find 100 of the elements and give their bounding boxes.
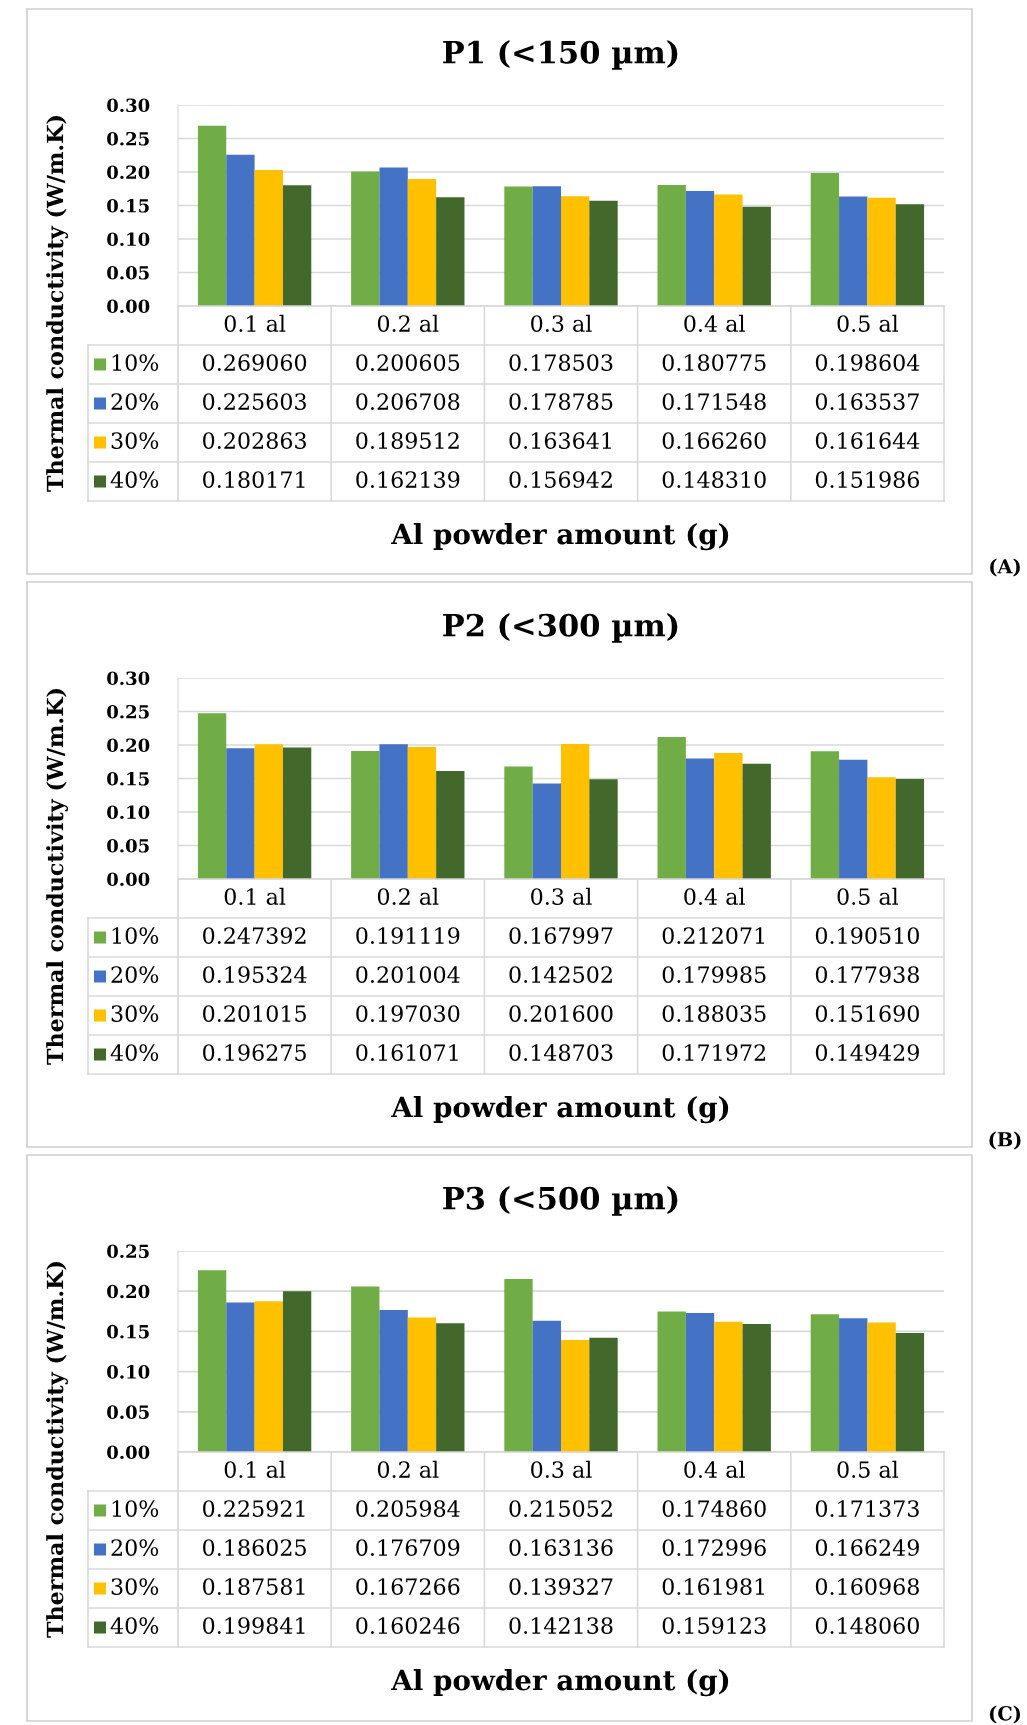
bar — [504, 186, 533, 306]
x-tick-label: 0.2 al — [377, 887, 439, 905]
bar — [867, 777, 896, 879]
bar — [810, 1314, 840, 1452]
y-tick-label: 0.25 — [107, 704, 149, 719]
bar — [351, 750, 380, 879]
bar — [226, 1302, 255, 1452]
data-label: 0.189512 — [356, 432, 459, 449]
y-tick-label: 0.05 — [107, 838, 149, 853]
data-label: 0.156942 — [509, 471, 612, 488]
data-label: 0.151690 — [815, 1005, 919, 1022]
data-label: 0.196275 — [203, 1044, 306, 1061]
data-label: 0.162139 — [356, 471, 460, 488]
data-label: 0.247392 — [203, 927, 306, 944]
y-tick-label: 0.20 — [107, 1284, 150, 1299]
legend-label: 40% — [110, 1617, 159, 1634]
bar — [436, 197, 465, 306]
bar — [254, 170, 283, 306]
bar — [197, 125, 227, 306]
bar — [407, 179, 437, 306]
bar — [407, 1317, 437, 1452]
data-label: 0.167997 — [509, 927, 613, 944]
bar — [589, 1337, 618, 1452]
data-label: 0.178785 — [509, 393, 613, 410]
x-axis-title: Al powder amount (g) — [391, 1096, 729, 1124]
data-label: 0.142502 — [509, 966, 612, 983]
bar — [810, 751, 840, 879]
x-tick-label: 0.1 al — [224, 314, 286, 332]
data-label: 0.201004 — [356, 966, 460, 983]
bar — [685, 758, 715, 879]
data-label: 0.206708 — [356, 393, 460, 410]
y-tick-label: 0.25 — [107, 131, 149, 146]
bar — [714, 194, 743, 306]
data-label: 0.269060 — [203, 354, 307, 371]
y-axis-title: Thermal conductivity (W/m.K) — [46, 689, 68, 1065]
y-tick-label: 0.10 — [107, 232, 150, 247]
data-label: 0.161644 — [815, 432, 920, 449]
legend-label: 40% — [110, 471, 159, 488]
data-label: 0.174860 — [662, 1500, 766, 1517]
legend-label: 10% — [112, 354, 159, 371]
data-label: 0.195324 — [203, 966, 307, 983]
bar — [839, 1318, 868, 1452]
bar — [407, 746, 437, 879]
text: (A) — [990, 558, 1020, 577]
legend-label: 30% — [111, 1578, 159, 1595]
x-tick-label: 0.1 al — [224, 1460, 286, 1478]
x-tick-label: 0.5 al — [837, 314, 899, 332]
data-label: 0.139327 — [509, 1578, 613, 1595]
bar — [351, 171, 380, 306]
bar — [867, 1322, 896, 1452]
data-label: 0.202863 — [203, 432, 306, 449]
x-tick-label: 0.3 al — [531, 1460, 592, 1478]
bar — [504, 1279, 533, 1452]
data-label: 0.199841 — [203, 1617, 305, 1634]
chart-title: P2 (<300 µm) — [443, 613, 678, 643]
data-label: 0.163641 — [509, 432, 611, 449]
x-tick-label: 0.3 al — [531, 314, 592, 332]
x-axis-title: Al powder amount (g) — [391, 1669, 729, 1697]
x-tick-label: 0.4 al — [684, 887, 745, 905]
y-tick-label: 0.15 — [107, 771, 149, 786]
bar — [379, 1309, 408, 1452]
bar — [589, 200, 618, 306]
x-axis-title: Al powder amount (g) — [391, 523, 729, 551]
legend-label: 30% — [111, 1005, 159, 1022]
y-tick-label: 0.10 — [107, 805, 150, 820]
data-label: 0.142138 — [509, 1617, 613, 1634]
data-label: 0.171373 — [815, 1500, 919, 1517]
data-label: 0.163537 — [815, 393, 919, 410]
y-tick-label: 0.20 — [107, 165, 150, 180]
bar — [226, 748, 255, 879]
data-label: 0.178503 — [509, 354, 613, 371]
data-label: 0.171972 — [662, 1044, 766, 1061]
data-label: 0.191119 — [356, 927, 460, 944]
y-tick-label: 0.05 — [107, 265, 149, 280]
y-tick-label: 0.00 — [107, 299, 150, 314]
y-tick-label: 0.30 — [107, 98, 150, 113]
bar — [895, 1332, 925, 1452]
legend-label: 20% — [111, 966, 159, 983]
data-label: 0.190510 — [815, 927, 919, 944]
bar — [254, 1301, 283, 1452]
bar — [379, 744, 408, 879]
bar — [282, 747, 312, 879]
data-label: 0.172996 — [662, 1539, 766, 1556]
data-label: 0.205984 — [356, 1500, 460, 1517]
x-tick-label: 0.2 al — [377, 1460, 439, 1478]
data-label: 0.167266 — [356, 1578, 460, 1595]
bar — [532, 186, 561, 306]
bar — [379, 167, 408, 306]
y-tick-label: 0.00 — [107, 1445, 150, 1460]
x-tick-label: 0.3 al — [531, 887, 592, 905]
y-tick-label: 0.15 — [107, 1324, 149, 1339]
y-axis-title: Thermal conductivity (W/m.K) — [46, 1262, 68, 1638]
bar — [657, 184, 686, 306]
bar — [685, 1312, 715, 1452]
y-tick-label: 0.30 — [107, 671, 150, 686]
bar — [561, 196, 590, 306]
bar — [742, 1324, 771, 1452]
bar — [895, 204, 925, 306]
data-label: 0.179985 — [662, 966, 766, 983]
bar — [742, 206, 771, 306]
